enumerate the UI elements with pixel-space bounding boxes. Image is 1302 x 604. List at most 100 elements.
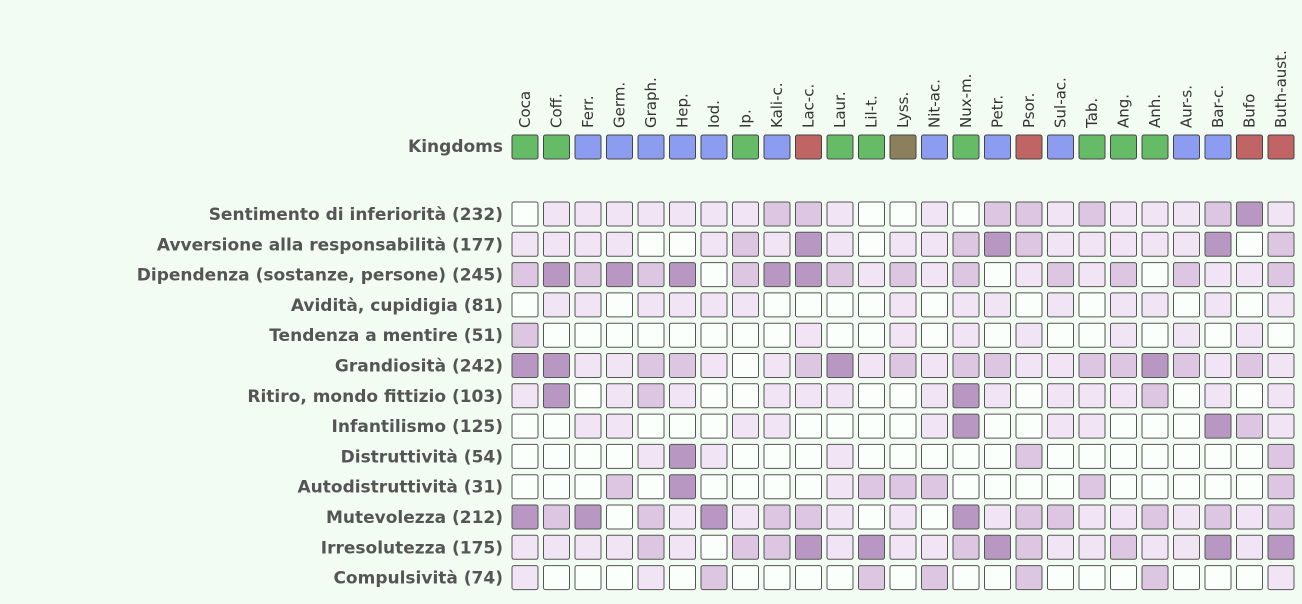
grade-cell[interactable] <box>889 262 917 288</box>
grade-cell[interactable] <box>1047 322 1074 348</box>
grade-cell[interactable] <box>1173 262 1200 288</box>
grade-cell[interactable] <box>732 474 759 500</box>
grade-cell[interactable] <box>543 383 570 409</box>
grade-cell[interactable] <box>858 201 885 227</box>
grade-cell[interactable] <box>1267 534 1295 560</box>
grade-cell[interactable] <box>637 201 665 227</box>
grade-cell[interactable] <box>669 262 696 288</box>
grade-cell[interactable] <box>1204 322 1232 348</box>
grade-cell[interactable] <box>889 292 917 318</box>
grade-cell[interactable] <box>858 474 885 500</box>
grade-cell[interactable] <box>1047 353 1074 378</box>
grade-cell[interactable] <box>543 413 570 439</box>
grade-cell[interactable] <box>1267 322 1295 348</box>
grade-cell[interactable] <box>511 262 539 288</box>
grade-cell[interactable] <box>763 474 791 500</box>
grade-cell[interactable] <box>858 292 885 318</box>
grade-cell[interactable] <box>669 443 696 469</box>
grade-cell[interactable] <box>826 383 854 409</box>
grade-cell[interactable] <box>543 353 570 378</box>
grade-cell[interactable] <box>511 231 539 257</box>
grade-cell[interactable] <box>795 322 822 348</box>
grade-cell[interactable] <box>637 413 665 439</box>
grade-cell[interactable] <box>700 474 728 500</box>
grade-cell[interactable] <box>984 383 1011 409</box>
grade-cell[interactable] <box>732 443 759 469</box>
grade-cell[interactable] <box>511 353 539 378</box>
column-label[interactable]: Aur-s. <box>1178 85 1196 128</box>
grade-cell[interactable] <box>763 534 791 560</box>
grade-cell[interactable] <box>763 231 791 257</box>
grade-cell[interactable] <box>795 383 822 409</box>
grade-cell[interactable] <box>921 504 948 530</box>
grade-cell[interactable] <box>511 504 539 530</box>
grade-cell[interactable] <box>1141 292 1169 318</box>
grade-cell[interactable] <box>1141 443 1169 469</box>
grade-cell[interactable] <box>1110 504 1137 530</box>
grade-cell[interactable] <box>1267 353 1295 378</box>
grade-cell[interactable] <box>1173 565 1200 591</box>
grade-cell[interactable] <box>637 262 665 288</box>
grade-cell[interactable] <box>1047 443 1074 469</box>
grade-cell[interactable] <box>763 504 791 530</box>
grade-cell[interactable] <box>1110 292 1137 318</box>
grade-cell[interactable] <box>763 262 791 288</box>
grade-cell[interactable] <box>606 565 633 591</box>
grade-cell[interactable] <box>921 383 948 409</box>
grade-cell[interactable] <box>574 565 602 591</box>
grade-cell[interactable] <box>574 383 602 409</box>
grade-cell[interactable] <box>574 262 602 288</box>
grade-cell[interactable] <box>669 565 696 591</box>
grade-cell[interactable] <box>637 383 665 409</box>
grade-cell[interactable] <box>984 443 1011 469</box>
grade-cell[interactable] <box>858 231 885 257</box>
grade-cell[interactable] <box>543 534 570 560</box>
grade-cell[interactable] <box>606 383 633 409</box>
grade-cell[interactable] <box>952 322 980 348</box>
grade-cell[interactable] <box>826 443 854 469</box>
grade-cell[interactable] <box>826 292 854 318</box>
grade-cell[interactable] <box>1110 474 1137 500</box>
grade-cell[interactable] <box>606 504 633 530</box>
grade-cell[interactable] <box>732 413 759 439</box>
grade-cell[interactable] <box>1236 413 1263 439</box>
grade-cell[interactable] <box>511 322 539 348</box>
grade-cell[interactable] <box>826 413 854 439</box>
grade-cell[interactable] <box>984 474 1011 500</box>
grade-cell[interactable] <box>889 534 917 560</box>
grade-cell[interactable] <box>1204 534 1232 560</box>
grade-cell[interactable] <box>1236 231 1263 257</box>
grade-cell[interactable] <box>574 474 602 500</box>
grade-cell[interactable] <box>511 565 539 591</box>
grade-cell[interactable] <box>1015 413 1043 439</box>
column-label[interactable]: Psor. <box>1020 93 1038 128</box>
grade-cell[interactable] <box>952 534 980 560</box>
grade-cell[interactable] <box>511 383 539 409</box>
grade-cell[interactable] <box>669 413 696 439</box>
grade-cell[interactable] <box>952 201 980 227</box>
column-label[interactable]: Iod. <box>705 100 723 128</box>
grade-cell[interactable] <box>732 565 759 591</box>
grade-cell[interactable] <box>952 504 980 530</box>
grade-cell[interactable] <box>952 292 980 318</box>
grade-cell[interactable] <box>795 292 822 318</box>
grade-cell[interactable] <box>574 292 602 318</box>
grade-cell[interactable] <box>1141 383 1169 409</box>
column-label[interactable]: Ip. <box>737 109 755 128</box>
grade-cell[interactable] <box>1204 231 1232 257</box>
grade-cell[interactable] <box>543 443 570 469</box>
grade-cell[interactable] <box>795 504 822 530</box>
row-label[interactable]: Tendenza a mentire (51) <box>269 326 503 346</box>
grade-cell[interactable] <box>763 383 791 409</box>
grade-cell[interactable] <box>1267 292 1295 318</box>
grade-cell[interactable] <box>1267 443 1295 469</box>
grade-cell[interactable] <box>795 413 822 439</box>
grade-cell[interactable] <box>1078 231 1106 257</box>
grade-cell[interactable] <box>1204 292 1232 318</box>
grade-cell[interactable] <box>1110 565 1137 591</box>
row-label[interactable]: Sentimento di inferiorità (232) <box>209 205 503 225</box>
grade-cell[interactable] <box>984 201 1011 227</box>
grade-cell[interactable] <box>984 565 1011 591</box>
grade-cell[interactable] <box>543 474 570 500</box>
grade-cell[interactable] <box>1110 413 1137 439</box>
